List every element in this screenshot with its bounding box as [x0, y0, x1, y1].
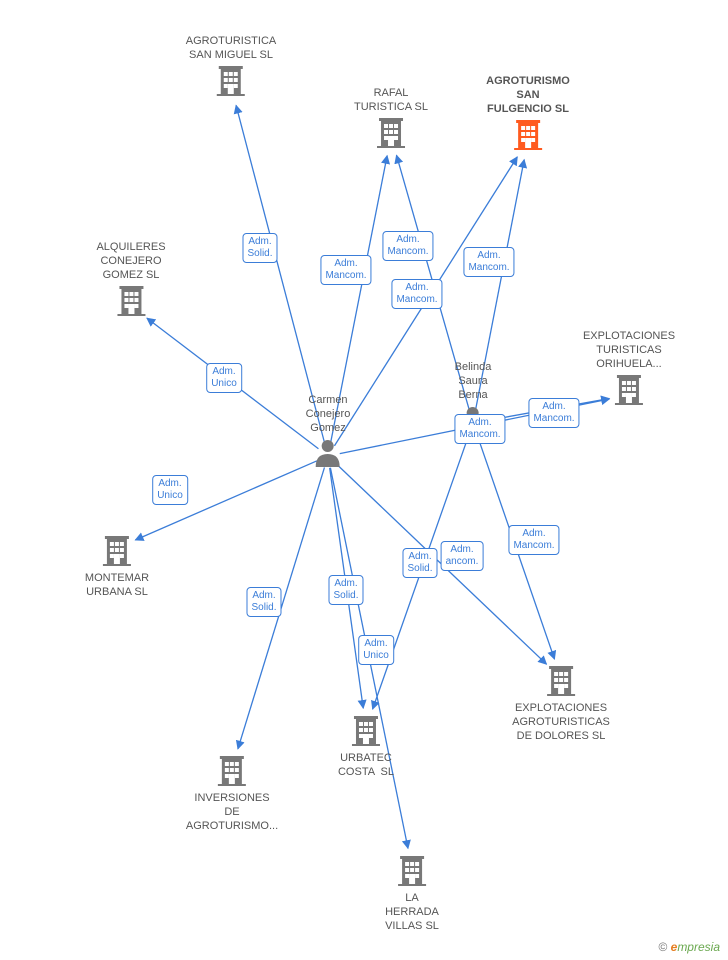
building-icon — [512, 664, 610, 701]
node-label: URBATEC COSTA SL — [338, 751, 394, 779]
node-label: LA HERRADA VILLAS SL — [385, 891, 439, 933]
diagram-canvas: AGROTURISTICA SAN MIGUEL SL RAFAL TURIST… — [0, 0, 728, 960]
node-label: Carmen Conejero Gomez — [306, 393, 351, 435]
building-icon — [338, 714, 394, 751]
watermark-rest: mpresia — [677, 940, 720, 954]
edge-label: Adm. ancom. — [441, 541, 484, 571]
edge-label: Adm. Mancom. — [391, 279, 442, 309]
node-label: AGROTURISTICA SAN MIGUEL SL — [186, 34, 276, 62]
person-icon — [306, 437, 351, 472]
edge-label: Adm. Unico — [358, 635, 394, 665]
edge-label: Adm. Solid. — [328, 575, 363, 605]
building-icon — [385, 854, 439, 891]
node-agroturismo_san_fulgencio[interactable]: AGROTURISMO SAN FULGENCIO SL — [486, 74, 570, 155]
node-label: MONTEMAR URBANA SL — [85, 571, 149, 599]
building-icon — [96, 284, 165, 321]
node-carmen[interactable]: Carmen Conejero Gomez — [306, 393, 351, 472]
node-inversiones_agroturismo[interactable]: INVERSIONES DE AGROTURISMO... — [186, 752, 278, 833]
node-label: RAFAL TURISTICA SL — [354, 86, 428, 114]
edge-label: Adm. Solid. — [242, 233, 277, 263]
node-explotaciones_dolores[interactable]: EXPLOTACIONES AGROTURISTICAS DE DOLORES … — [512, 662, 610, 743]
node-explotaciones_orihuela[interactable]: EXPLOTACIONES TURISTICAS ORIHUELA... — [583, 329, 675, 410]
edge-label: Adm. Solid. — [246, 587, 281, 617]
node-la_herrada_villas[interactable]: LA HERRADA VILLAS SL — [385, 852, 439, 933]
edge-label: Adm. Mancom. — [382, 231, 433, 261]
building-icon — [186, 754, 278, 791]
watermark: © empresia — [658, 940, 720, 954]
edge-label: Adm. Unico — [206, 363, 242, 393]
copyright-symbol: © — [658, 940, 667, 954]
edge-label: Adm. Mancom. — [463, 247, 514, 277]
edge-label: Adm. Mancom. — [528, 398, 579, 428]
edge-label: Adm. Mancom. — [320, 255, 371, 285]
node-agroturistica_san_miguel[interactable]: AGROTURISTICA SAN MIGUEL SL — [186, 34, 276, 101]
node-label: AGROTURISMO SAN FULGENCIO SL — [486, 74, 570, 116]
node-label: INVERSIONES DE AGROTURISMO... — [186, 791, 278, 833]
node-montemar_urbana[interactable]: MONTEMAR URBANA SL — [85, 532, 149, 599]
edge-label: Adm. Solid. — [402, 548, 437, 578]
node-rafal_turistica[interactable]: RAFAL TURISTICA SL — [354, 86, 428, 153]
node-urbatec_costa[interactable]: URBATEC COSTA SL — [338, 712, 394, 779]
building-icon — [354, 116, 428, 153]
building-icon — [486, 118, 570, 155]
node-label: Belinda Saura Berna — [455, 360, 492, 402]
building-icon — [85, 534, 149, 571]
node-label: EXPLOTACIONES TURISTICAS ORIHUELA... — [583, 329, 675, 371]
edge-label: Adm. Mancom. — [454, 414, 505, 444]
building-icon — [583, 373, 675, 410]
building-icon — [186, 64, 276, 101]
edge-label: Adm. Mancom. — [508, 525, 559, 555]
node-label: ALQUILERES CONEJERO GOMEZ SL — [96, 240, 165, 282]
edge-label: Adm. Unico — [152, 475, 188, 505]
node-alquileres_conejero[interactable]: ALQUILERES CONEJERO GOMEZ SL — [96, 240, 165, 321]
node-label: EXPLOTACIONES AGROTURISTICAS DE DOLORES … — [512, 701, 610, 743]
